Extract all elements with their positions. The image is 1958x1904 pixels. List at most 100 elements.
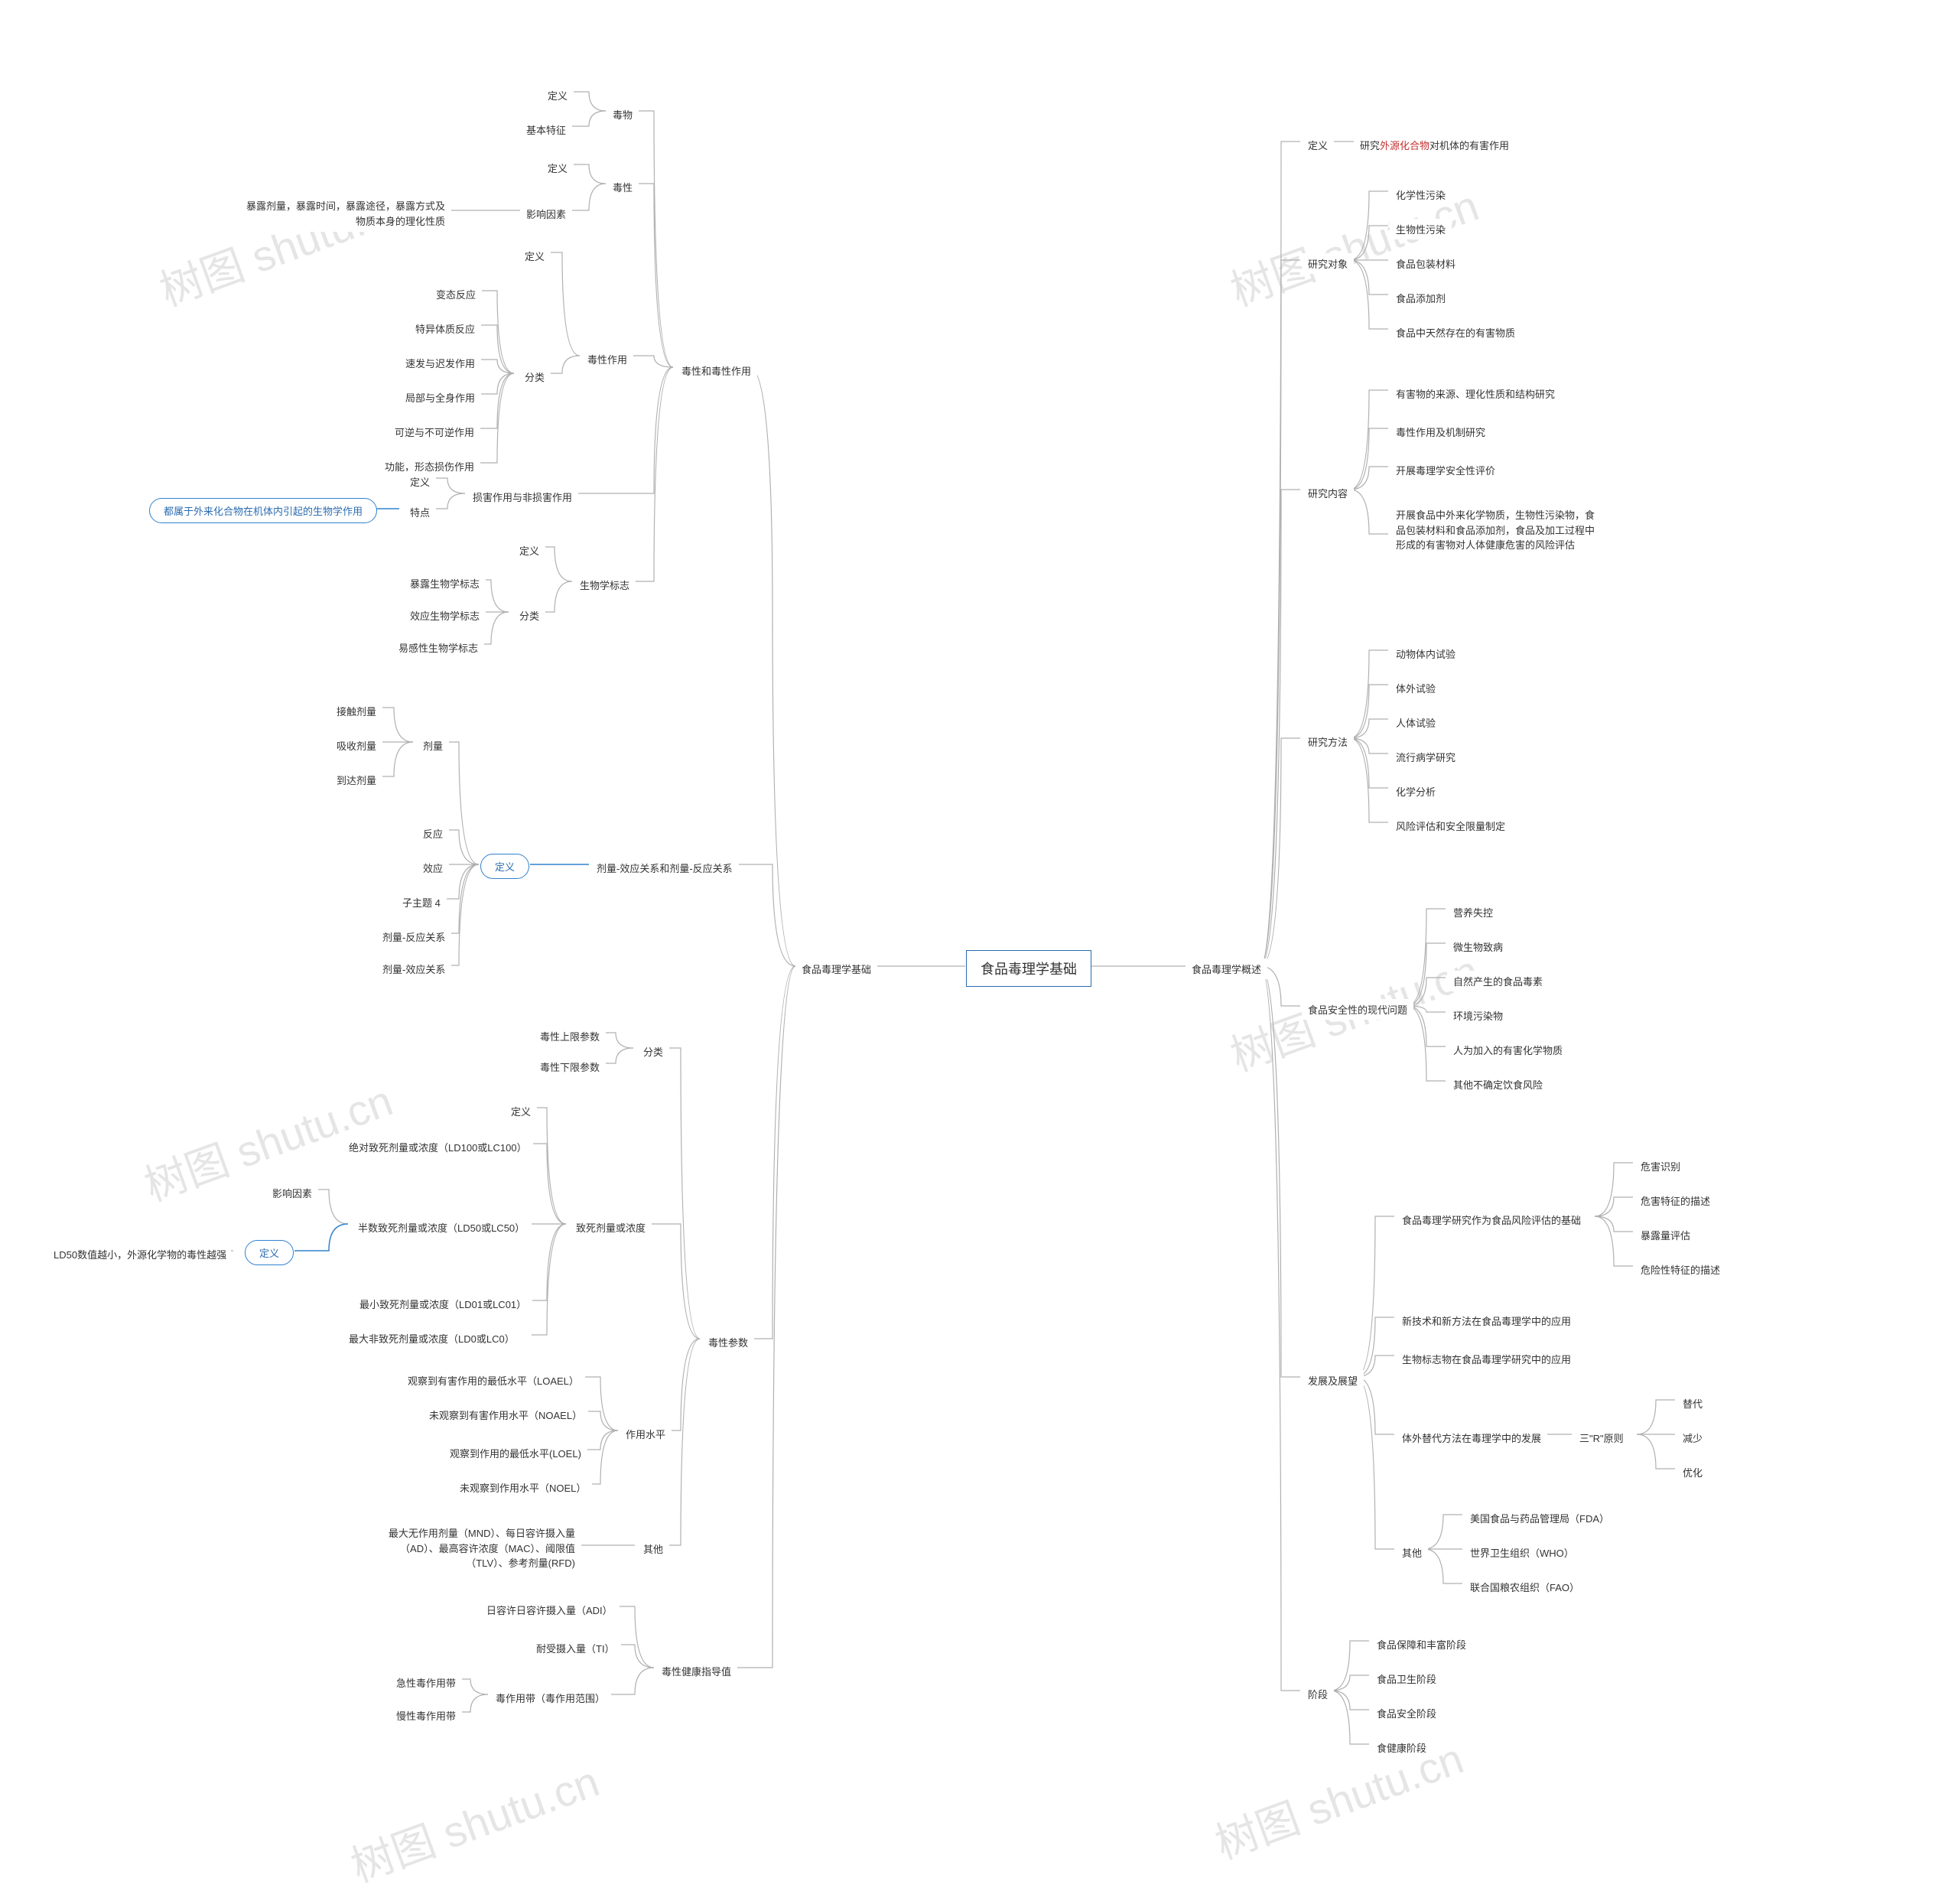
l-hgz-0: 急性毒作用带 — [390, 1672, 462, 1693]
r-dev-other[interactable]: 其他 — [1396, 1542, 1428, 1563]
r-dev-biomarker: 生物标志物在食品毒理学研究中的应用 — [1396, 1349, 1577, 1369]
r-rc-1: 毒性作用及机制研究 — [1390, 421, 1491, 442]
l-tox-factors[interactable]: 影响因素 — [520, 203, 572, 224]
r-st-0: 食品保障和丰富阶段 — [1371, 1634, 1472, 1655]
l-hg-ti: 耐受摄入量（TI） — [530, 1638, 621, 1658]
l-tec-1: 特异体质反应 — [409, 318, 481, 339]
l-health-guide[interactable]: 毒性健康指导值 — [655, 1661, 737, 1681]
l-bm-class[interactable]: 分类 — [513, 605, 545, 626]
l-hg-zone[interactable]: 毒作用带（毒作用范围） — [490, 1688, 611, 1708]
l-bmc-1: 效应生物学标志 — [404, 605, 486, 626]
left-main-branch[interactable]: 食品毒理学基础 — [795, 959, 877, 979]
r-dev-risk-1: 危害特征的描述 — [1634, 1190, 1716, 1211]
r-ro-1: 生物性污染 — [1390, 219, 1452, 239]
r-3r-1: 减少 — [1677, 1427, 1709, 1448]
r-other-1: 世界卫生组织（WHO） — [1464, 1542, 1580, 1563]
l-tox-params[interactable]: 毒性参数 — [702, 1332, 754, 1352]
r-rm-3: 流行病学研究 — [1390, 747, 1462, 767]
l-tp-other[interactable]: 其他 — [637, 1538, 669, 1559]
r-fs-4: 人为加入的有害化学物质 — [1447, 1040, 1569, 1060]
l-dr-dose-0: 接触剂量 — [330, 701, 382, 721]
l-dr-4: 剂量-效应关系 — [376, 959, 451, 979]
r-dev-invitro[interactable]: 体外替代方法在毒理学中的发展 — [1396, 1427, 1547, 1448]
r-research-content[interactable]: 研究内容 — [1302, 483, 1354, 503]
l-ld50-note: LD50数值越小，外源化学物的毒性越强 — [47, 1244, 231, 1264]
l-bmc-0: 暴露生物学标志 — [404, 573, 486, 594]
l-tox-factors-text: 暴露剂量，暴露时间，暴露途径，暴露方式及物质本身的理化性质 — [237, 196, 451, 232]
watermark: 树图 shutu.cn — [341, 1747, 607, 1894]
r-dev-3r[interactable]: 三"R"原则 — [1573, 1427, 1630, 1448]
l-dose-response[interactable]: 剂量-效应关系和剂量-反应关系 — [590, 858, 739, 878]
watermark: 树图 shutu.cn — [150, 171, 415, 318]
r-fs-3: 环境污染物 — [1447, 1005, 1509, 1026]
l-toxicity[interactable]: 毒性 — [607, 177, 639, 197]
l-tp-class[interactable]: 分类 — [637, 1041, 669, 1062]
l-toxic-effect[interactable]: 毒性作用 — [581, 349, 633, 369]
l-tec-3: 局部与全身作用 — [399, 387, 481, 408]
right-main-branch[interactable]: 食品毒理学概述 — [1186, 959, 1267, 979]
l-ld50[interactable]: 半数致死剂量或浓度（LD50或LC50） — [352, 1217, 531, 1238]
r-other-2: 联合国粮农组织（FAO） — [1464, 1577, 1586, 1597]
l-bm-def: 定义 — [513, 540, 545, 561]
r-research-method[interactable]: 研究方法 — [1302, 731, 1354, 752]
root-node[interactable]: 食品毒理学基础 — [966, 950, 1091, 987]
l-poison-1: 基本特征 — [520, 119, 572, 140]
l-poison-0: 定义 — [542, 85, 574, 106]
r-3r-0: 替代 — [1677, 1393, 1709, 1414]
r-stages[interactable]: 阶段 — [1302, 1684, 1334, 1704]
l-bmc-2: 易感性生物学标志 — [392, 637, 484, 658]
l-hg-adi: 日容许日容许摄入量（ADI） — [480, 1600, 619, 1620]
r-rm-2: 人体试验 — [1390, 712, 1442, 733]
l-damage-note-pill: 都属于外来化合物在机体内引起的生物学作用 — [149, 498, 377, 523]
l-el-3: 未观察到作用水平（NOEL） — [454, 1477, 592, 1498]
l-damage[interactable]: 损害作用与非损害作用 — [467, 487, 578, 507]
l-lethal[interactable]: 致死剂量或浓度 — [570, 1217, 652, 1238]
l-tox-def: 定义 — [542, 158, 574, 178]
r-st-3: 食健康阶段 — [1371, 1737, 1433, 1758]
r-ro-3: 食品添加剂 — [1390, 288, 1452, 308]
l-dr-dose-2: 到达剂量 — [330, 770, 382, 790]
l-poison[interactable]: 毒物 — [607, 104, 639, 125]
l-dr-dose[interactable]: 剂量 — [417, 735, 449, 756]
r-dev-risk-0: 危害识别 — [1634, 1156, 1686, 1177]
r-fs-5: 其他不确定饮食风险 — [1447, 1074, 1549, 1095]
r-food-safety[interactable]: 食品安全性的现代问题 — [1302, 999, 1413, 1020]
r-fs-1: 微生物致病 — [1447, 936, 1509, 957]
r-st-1: 食品卫生阶段 — [1371, 1668, 1442, 1689]
r-dev-risk-3: 危险性特征的描述 — [1634, 1259, 1726, 1280]
r-dev-newtech: 新技术和新方法在食品毒理学中的应用 — [1396, 1310, 1577, 1331]
l-ld01: 最小致死剂量或浓度（LD01或LC01） — [353, 1294, 532, 1314]
l-tec-0: 变态反应 — [430, 284, 482, 304]
r-rm-1: 体外试验 — [1390, 678, 1442, 698]
l-te-class[interactable]: 分类 — [519, 366, 551, 387]
r-research-object[interactable]: 研究对象 — [1302, 253, 1354, 274]
l-el-1: 未观察到有害作用水平（NOAEL） — [423, 1404, 588, 1425]
l-tec-2: 速发与迟发作用 — [399, 353, 481, 373]
r-development[interactable]: 发展及展望 — [1302, 1370, 1364, 1391]
l-ld50-def-pill[interactable]: 定义 — [245, 1240, 294, 1265]
r-rc-0: 有害物的来源、理化性质和结构研究 — [1390, 383, 1561, 404]
l-dr-dose-1: 吸收剂量 — [330, 735, 382, 756]
r-dev-risk-2: 暴露量评估 — [1634, 1225, 1696, 1245]
r-rc-3: 开展食品中外来化学物质，生物性污染物，食品包装材料和食品添加剂，食品及加工过程中… — [1390, 505, 1604, 556]
r-ro-4: 食品中天然存在的有害物质 — [1390, 322, 1521, 343]
r-fs-2: 自然产生的食品毒素 — [1447, 971, 1549, 991]
r-rm-0: 动物体内试验 — [1390, 643, 1462, 664]
l-ld0: 最大非致死剂量或浓度（LD0或LC0） — [343, 1328, 521, 1349]
l-te-def: 定义 — [519, 246, 551, 266]
r-dev-risk[interactable]: 食品毒理学研究作为食品风险评估的基础 — [1396, 1209, 1587, 1230]
l-dr-1: 效应 — [417, 858, 449, 878]
l-damage-def: 定义 — [404, 471, 436, 492]
r-fs-0: 营养失控 — [1447, 902, 1499, 923]
l-biomarker[interactable]: 生物学标志 — [574, 574, 636, 595]
l-toxicity-effect[interactable]: 毒性和毒性作用 — [675, 360, 757, 381]
r-3r-2: 优化 — [1677, 1462, 1709, 1483]
l-dr-def-pill[interactable]: 定义 — [480, 854, 529, 879]
l-ld100: 绝对致死剂量或浓度（LD100或LC100） — [343, 1137, 533, 1157]
r-definition[interactable]: 定义 — [1302, 135, 1334, 155]
l-effect-level[interactable]: 作用水平 — [620, 1424, 672, 1444]
l-damage-feat[interactable]: 特点 — [404, 502, 436, 522]
l-ld50-factors: 影响因素 — [266, 1183, 318, 1203]
r-rm-4: 化学分析 — [1390, 781, 1442, 802]
l-el-2: 观察到作用的最低水平(LOEL) — [444, 1443, 587, 1463]
